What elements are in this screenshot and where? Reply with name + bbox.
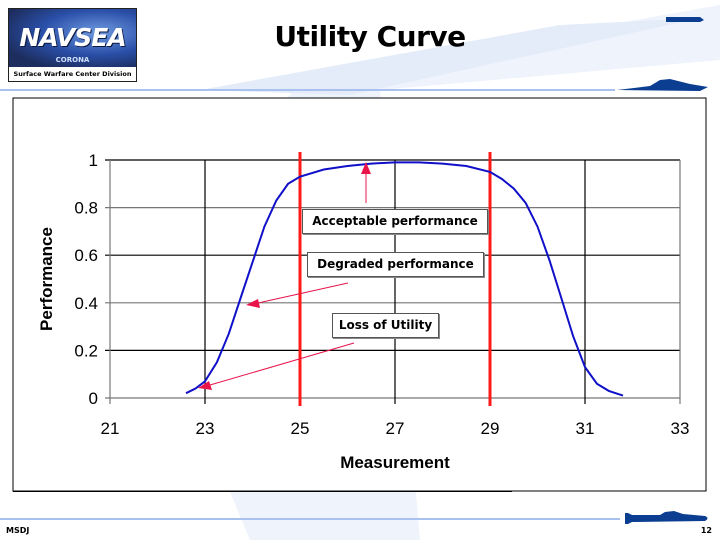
degraded-arrow [257, 282, 349, 304]
annotation-loss: Loss of Utility [332, 313, 439, 338]
x-tick-label: 25 [291, 419, 310, 438]
page-number: 12 [700, 526, 712, 535]
navsea-logo: NAVSEA CORONA Surface Warfare Center Div… [8, 8, 137, 82]
chart-border [12, 97, 707, 492]
logo-division: Surface Warfare Center Division [9, 67, 136, 81]
acceptable-arrowhead-icon [361, 162, 371, 174]
loss-arrow [209, 342, 355, 386]
logo-subtitle: CORONA [55, 56, 90, 64]
footer-label: MSDJ [6, 526, 30, 535]
ship-silhouette-icon [617, 79, 708, 91]
threshold-lines [298, 152, 492, 406]
logo-background [9, 9, 136, 67]
y-axis-label: Performance [37, 227, 56, 331]
annotation-arrows [198, 162, 371, 390]
y-tick-label: 0 [89, 389, 98, 408]
y-tick-label: 0.6 [74, 246, 98, 265]
x-tick-label: 33 [671, 419, 690, 438]
x-tick-label: 23 [196, 419, 215, 438]
y-tick-label: 0.4 [74, 294, 98, 313]
y-tick-label: 0.2 [74, 341, 98, 360]
slide-title: Utility Curve [274, 20, 466, 53]
x-tick-label: 21 [101, 419, 120, 438]
logo-name: NAVSEA [19, 23, 126, 52]
submarine-silhouette-icon [625, 511, 708, 524]
header-divider [0, 89, 615, 91]
x-tick-label: 27 [386, 419, 405, 438]
tick-labels: 0 0.2 0.4 0.6 0.8 1 21 23 25 27 29 31 33 [74, 151, 689, 438]
annotation-degraded: Degraded performance [307, 252, 484, 277]
degraded-arrowhead-icon [246, 299, 260, 308]
decor-dash-icon [666, 17, 704, 22]
annotation-acceptable: Acceptable performance [302, 209, 488, 234]
y-tick-label: 1 [89, 151, 98, 170]
footer-divider [0, 518, 620, 520]
x-tick-label: 31 [576, 419, 595, 438]
y-tick-label: 0.8 [74, 199, 98, 218]
loss-arrowhead-icon [198, 381, 212, 390]
x-axis-label: Measurement [340, 453, 450, 472]
utility-curve [185, 161, 624, 397]
x-tick-label: 29 [481, 419, 500, 438]
